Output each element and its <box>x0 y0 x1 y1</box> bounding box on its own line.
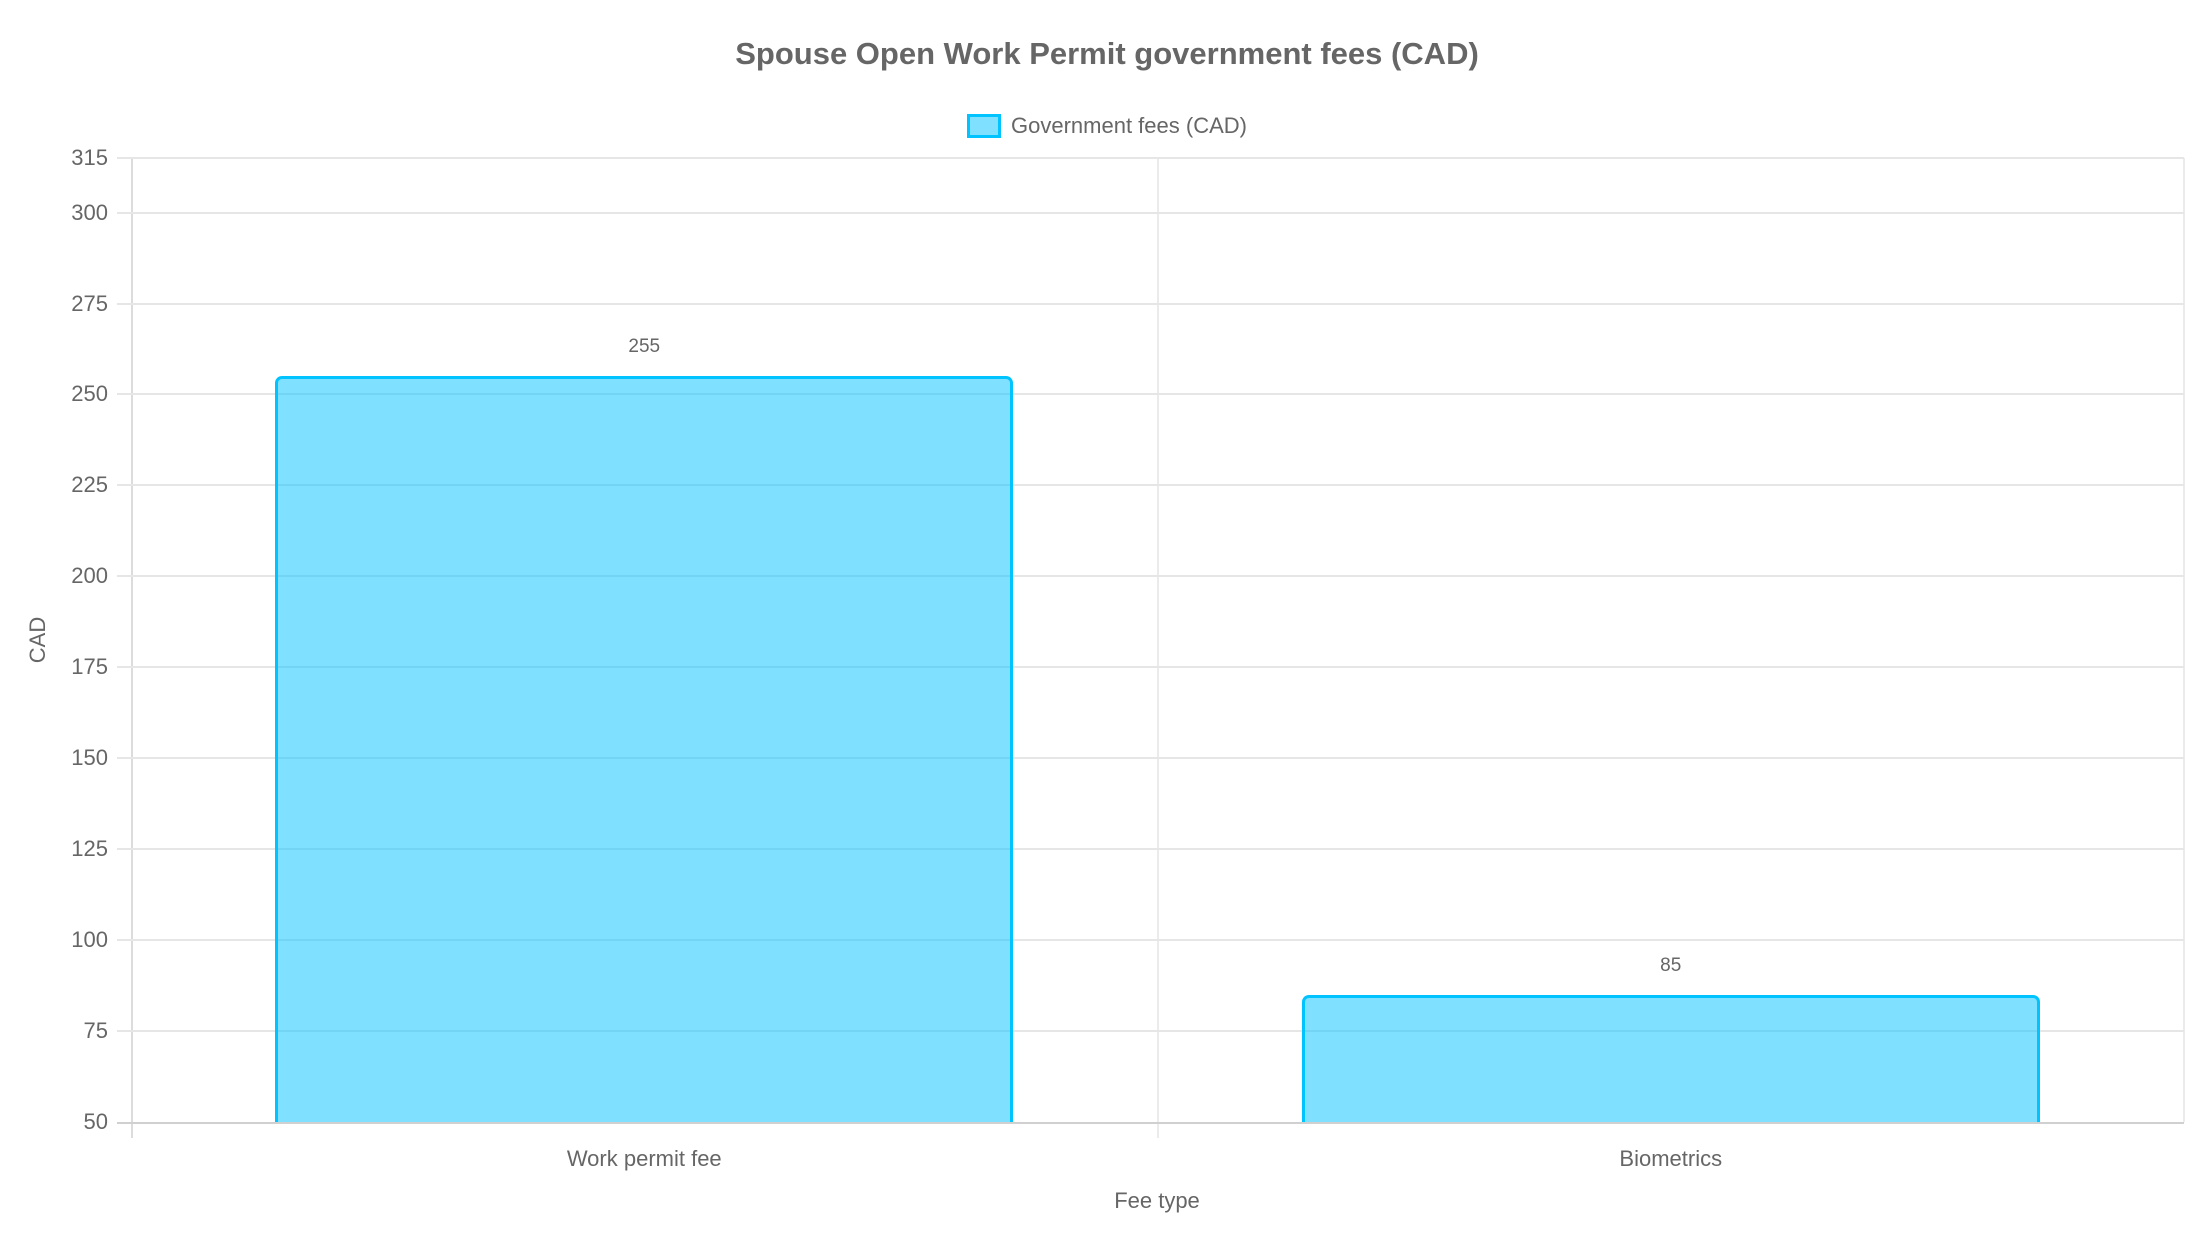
y-tick-label: 275 <box>71 290 108 316</box>
bar-biometrics[interactable] <box>1301 994 2040 1122</box>
gridline <box>117 666 2184 669</box>
y-tick-label: 225 <box>71 472 108 498</box>
y-tick-label: 125 <box>71 836 108 862</box>
plot-area: 315 300 275 250 225 200 175 150 125 100 75 50 255 85 <box>71 146 2185 1138</box>
y-tick-label: 200 <box>71 563 108 589</box>
gridline <box>117 939 2184 942</box>
data-label: 255 <box>628 336 661 358</box>
legend[interactable]: Government fees (CAD) <box>0 112 2200 140</box>
legend-swatch-icon <box>967 114 1002 138</box>
gridline <box>117 211 2184 214</box>
legend-label: Government fees (CAD) <box>1011 113 1247 138</box>
y-tick-label: 100 <box>71 927 108 953</box>
x-tick-label: Biometrics <box>1619 1146 1723 1171</box>
gridline <box>117 1030 2184 1033</box>
gridline <box>117 393 2184 396</box>
chart-title: Spouse Open Work Permit government fees … <box>735 36 1479 71</box>
bar-work-permit-fee[interactable] <box>275 376 1014 1122</box>
data-label: 85 <box>1660 954 1682 976</box>
y-tick-label: 150 <box>71 745 108 771</box>
y-tick-label: 50 <box>83 1109 108 1134</box>
gridline <box>117 302 2184 305</box>
y-tick-label: 175 <box>71 654 108 680</box>
x-tick-label: Work permit fee <box>566 1146 722 1171</box>
gridline <box>117 757 2184 760</box>
gridline <box>117 157 2184 159</box>
category-divider <box>1157 158 1159 1138</box>
plot-right-edge <box>2183 158 2185 1122</box>
y-tick-label: 75 <box>83 1018 108 1044</box>
x-axis-line <box>117 1122 2184 1124</box>
y-tick-label: 250 <box>71 381 108 407</box>
gridline <box>117 484 2184 487</box>
y-tick-label: 315 <box>71 145 108 170</box>
y-tick-label: 300 <box>71 199 108 225</box>
x-axis-title: Fee type <box>1114 1188 1200 1213</box>
gridline <box>117 575 2184 578</box>
gridline <box>117 848 2184 851</box>
y-axis-line <box>131 158 133 1138</box>
